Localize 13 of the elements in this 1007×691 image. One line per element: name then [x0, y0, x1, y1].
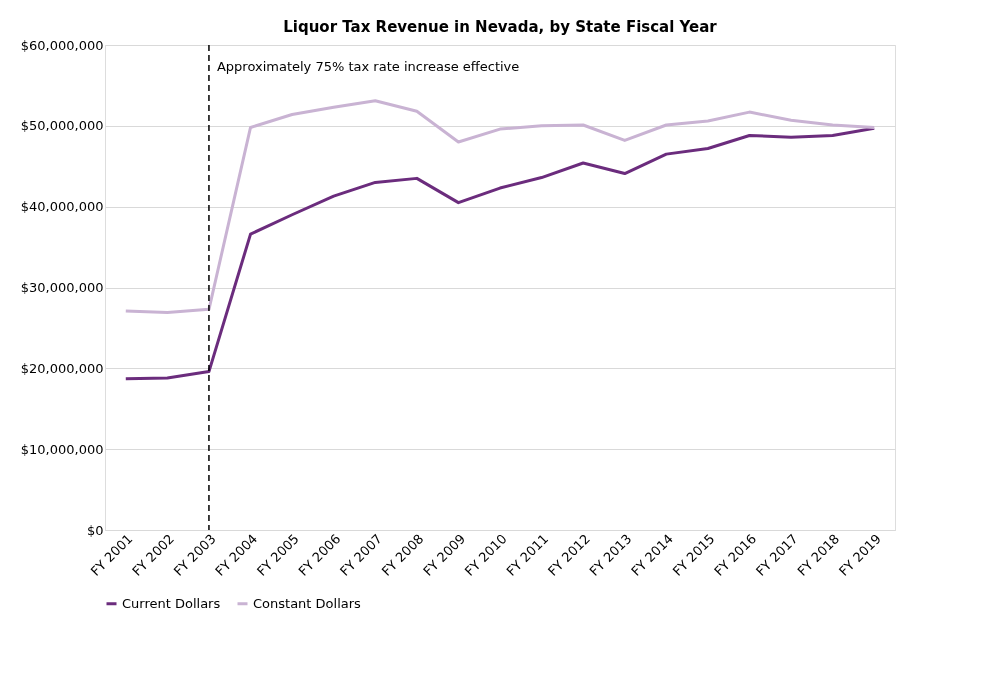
- chart-title: Liquor Tax Revenue in Nevada, by State Fiscal Year: [283, 18, 718, 36]
- legend-label: Current Dollars: [122, 595, 221, 611]
- y-tick-label: $10,000,000: [20, 441, 104, 457]
- y-tick-label: $60,000,000: [20, 37, 104, 53]
- y-tick-label: $0: [86, 522, 104, 538]
- legend-label: Constant Dollars: [253, 595, 362, 611]
- ref-line-label: Approximately 75% tax rate increase effective: [216, 59, 520, 74]
- y-tick-label: $30,000,000: [20, 280, 104, 295]
- y-tick-label: $50,000,000: [20, 118, 104, 134]
- line-series: [124, 99, 876, 315]
- y-tick-label: $40,000,000: [20, 199, 104, 215]
- line-series: [124, 126, 876, 381]
- y-tick-label: $20,000,000: [20, 360, 104, 376]
